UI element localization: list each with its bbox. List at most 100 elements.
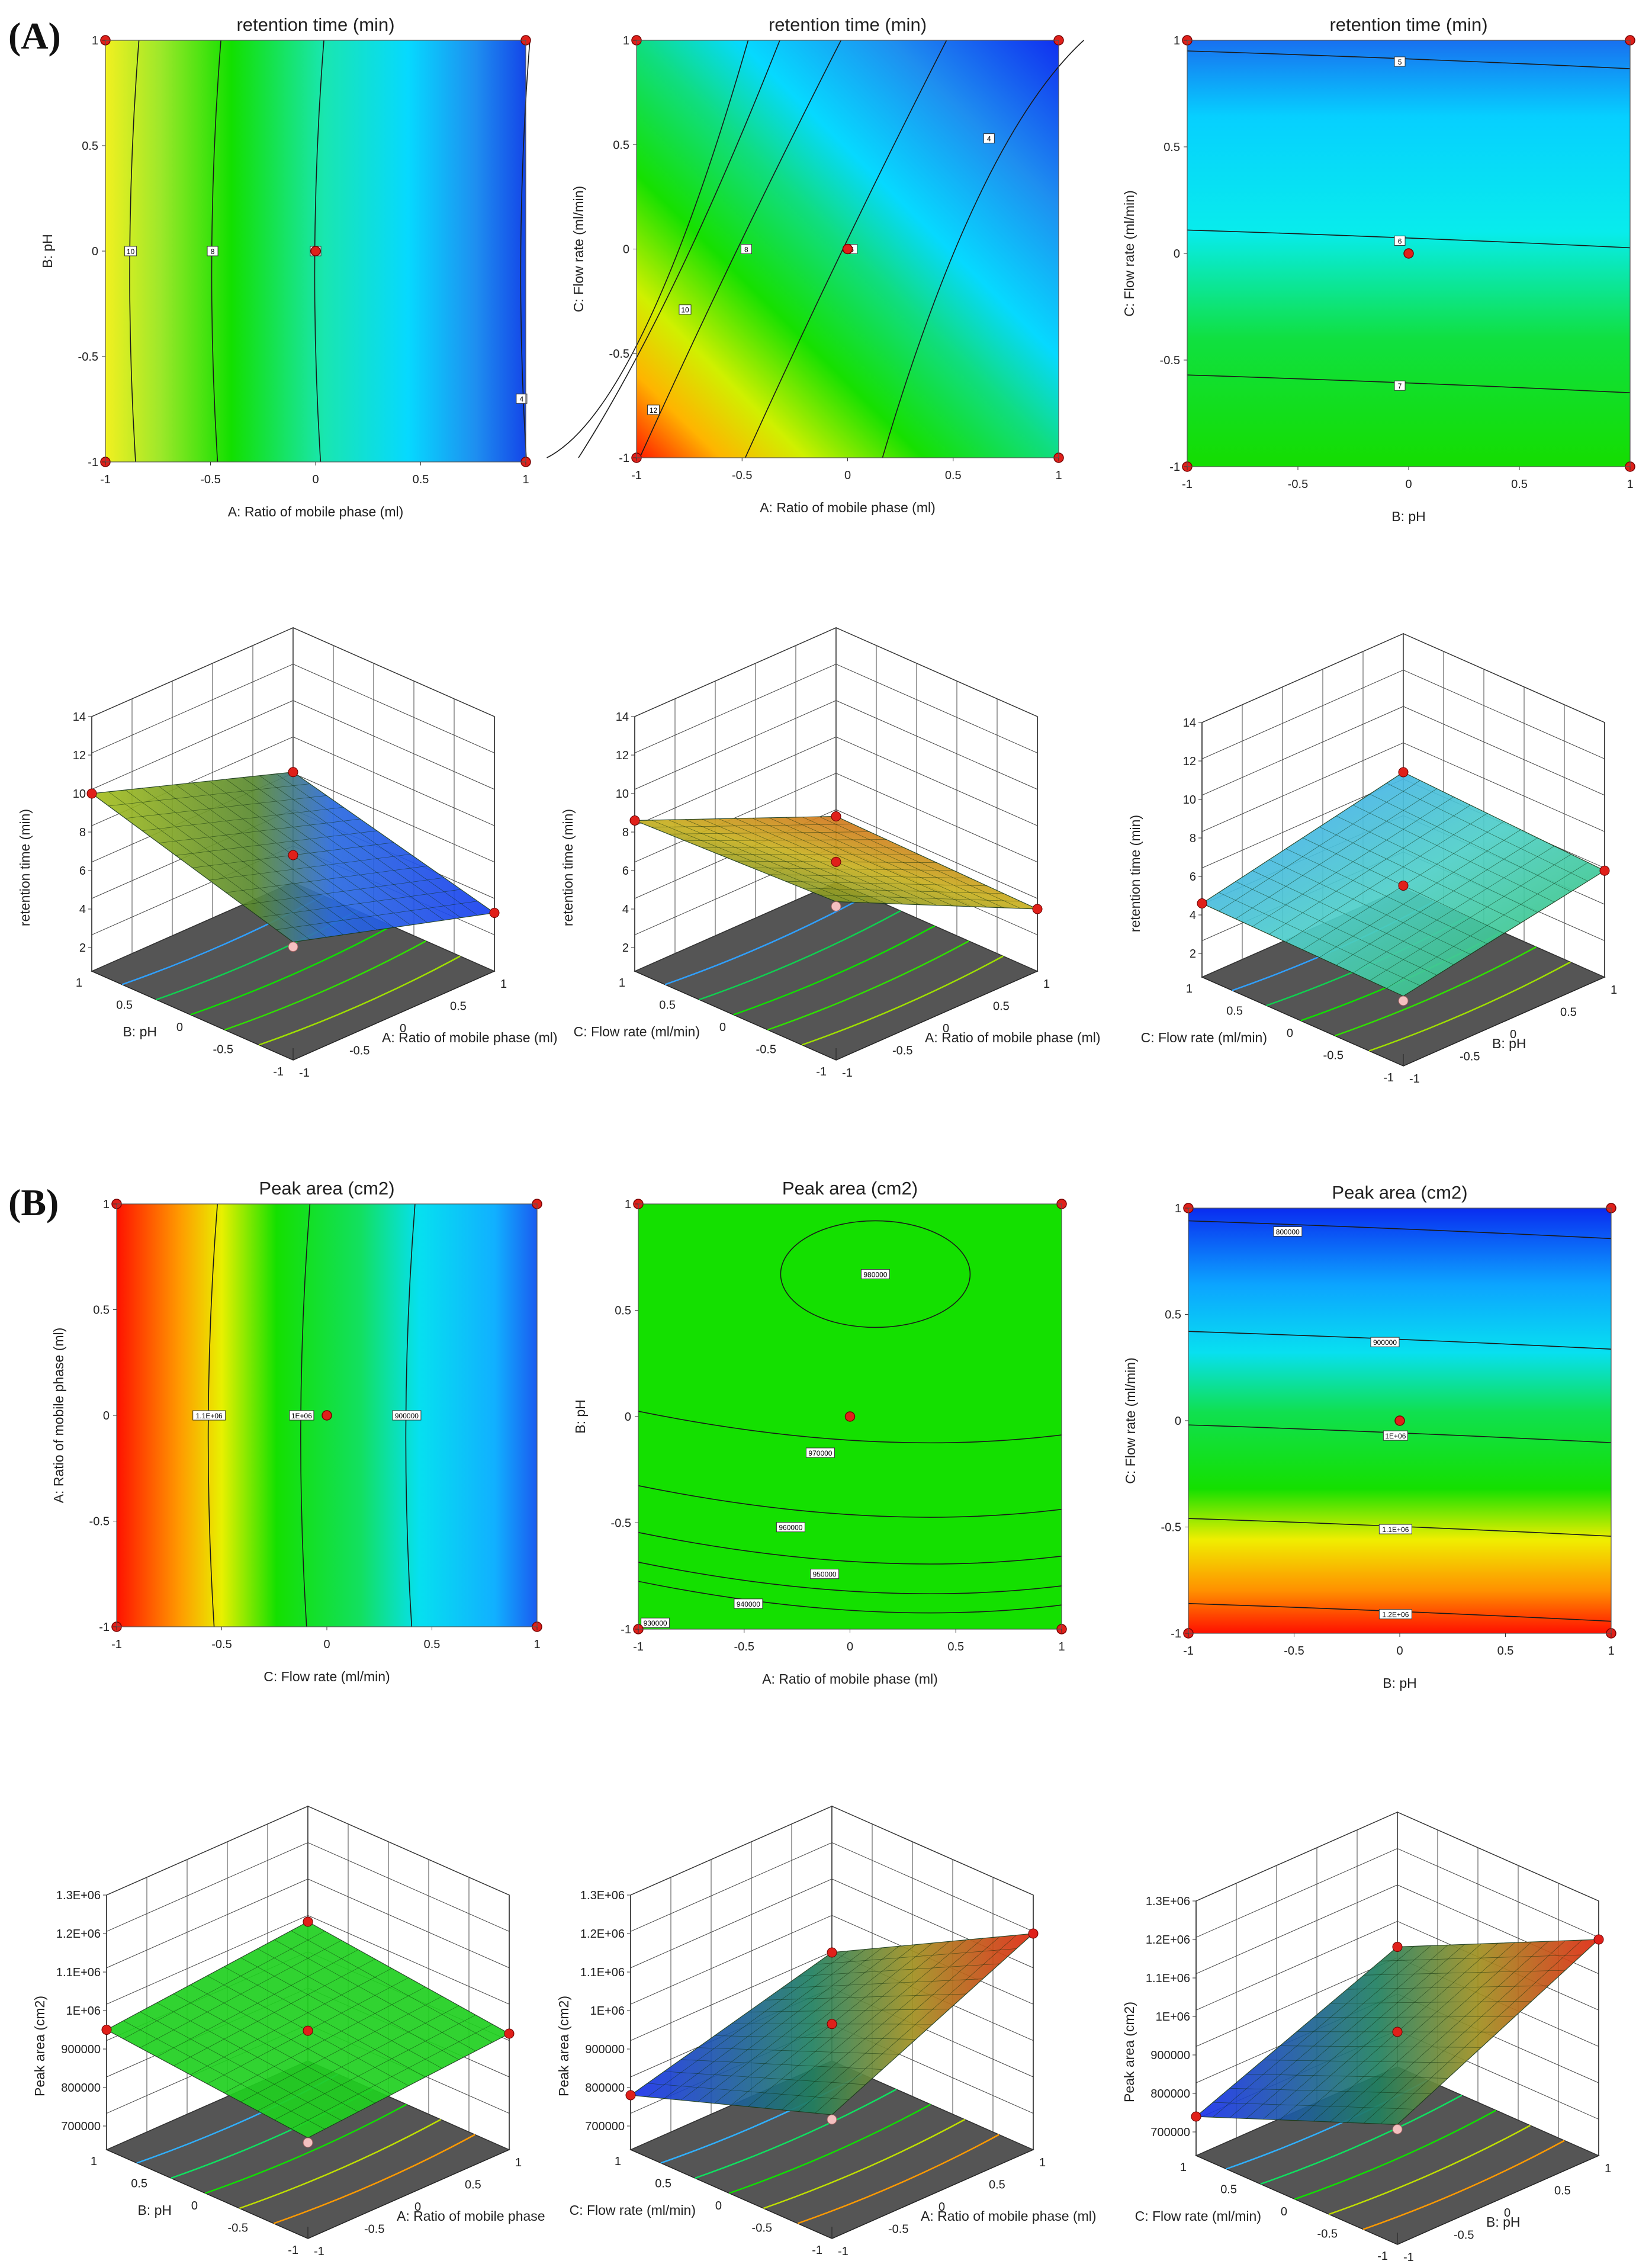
z-tick-label: 1.1E+06 — [56, 1966, 101, 1979]
z-tick-label: 700000 — [585, 2120, 625, 2133]
floor-contour-line — [729, 2104, 931, 2194]
design-point — [629, 815, 640, 826]
contour-label-box — [860, 1269, 890, 1279]
contour-label-text: 1.1E+06 — [1382, 1526, 1409, 1534]
x-tick-label: -1 — [111, 1638, 122, 1651]
design-point — [831, 856, 841, 867]
contour-line — [1187, 229, 1631, 249]
contour-plot-B2: 980000 970000 960000 950000 940000 930000 Peak… — [573, 1178, 1067, 1687]
contour-label-text: 930000 — [644, 1619, 667, 1627]
y-tick-label: 0.5 — [93, 1304, 110, 1317]
floor-tick-right: -1 — [1403, 2251, 1414, 2264]
wall-grid-line — [1201, 742, 1404, 832]
y-axis-label: A: Ratio of mobile phase (ml) — [51, 1328, 66, 1504]
x-tick-label: 0 — [844, 469, 851, 482]
floor-contour-line — [733, 925, 936, 1016]
contour-label-text: 12 — [650, 406, 658, 415]
floor-tick-right: 0.5 — [993, 1000, 1010, 1013]
contour-line — [578, 40, 780, 458]
wall-grid-line — [106, 1915, 308, 2005]
x-tick-label: 0 — [1405, 478, 1412, 491]
floor-contour-line — [1362, 2140, 1565, 2230]
wall-grid-line — [106, 1878, 308, 1968]
floor-tick-left: 0 — [191, 2199, 198, 2212]
z-tick-label: 12 — [73, 749, 86, 762]
y-tick-label: 0.5 — [1165, 1309, 1181, 1322]
contour-label-box — [1383, 1430, 1408, 1441]
design-point — [1392, 1942, 1403, 1952]
z-axis-label: Peak area (cm2) — [1121, 2002, 1137, 2102]
z-tick-label: 10 — [73, 788, 86, 801]
design-point — [827, 2019, 837, 2029]
contour-label-text: 900000 — [1373, 1338, 1397, 1347]
wall-grid-line — [1403, 742, 1605, 832]
floor-tick-right: 0 — [943, 1022, 949, 1035]
y-tick-label: -1 — [88, 456, 98, 469]
floor-contour-line — [224, 940, 426, 1031]
floor-tick-left: -1 — [1383, 1071, 1394, 1084]
x-axis-label: A: Ratio of mobile phase (ml) — [228, 504, 404, 519]
contour-line — [547, 40, 749, 458]
contour-label-box — [1394, 380, 1406, 391]
surface-mesh-line — [291, 2024, 493, 2130]
design-point — [303, 2137, 313, 2148]
contour-label: 1.1E+06 — [1378, 1524, 1412, 1534]
floor-tick-left: -0.5 — [228, 2222, 248, 2235]
z-tick-label: 1.1E+06 — [1146, 1972, 1190, 1985]
x-tick-label: 0.5 — [945, 469, 962, 482]
y-tick-label: -1 — [1169, 461, 1180, 474]
floor-tick-left: -1 — [1377, 2250, 1388, 2263]
y-axis-label: C: Flow rate (ml/min) — [571, 186, 586, 312]
design-point — [1403, 248, 1414, 259]
z-axis-label: retention time (min) — [1127, 815, 1143, 932]
design-point — [1392, 2124, 1403, 2134]
z-tick-label: 6 — [1190, 871, 1196, 884]
wall-grid-line — [630, 1878, 833, 1968]
floor-contour-line — [797, 2134, 999, 2224]
floor-tick-left: 1 — [1180, 2161, 1187, 2174]
design-point — [303, 1916, 313, 1927]
floor-axis-label-left: C: Flow rate (ml/min) — [574, 1024, 700, 1039]
floor-tick-left: -0.5 — [756, 1043, 776, 1056]
contour-label-text: 900000 — [395, 1412, 419, 1420]
design-point — [86, 788, 97, 799]
x-axis-label: A: Ratio of mobile phase (ml) — [762, 1671, 938, 1687]
contour-plot-A3: 5 6 7 retention time (min) -1 -0.5 0 0.5 1 -1 -0.5… — [1121, 14, 1635, 524]
x-tick-label: -1 — [631, 469, 642, 482]
wall-grid-line — [634, 663, 837, 753]
contour-label: 8 — [207, 246, 218, 256]
z-tick-label: 4 — [79, 903, 86, 916]
z-tick-label: 800000 — [61, 2082, 101, 2095]
contour-label-text: 5 — [1398, 58, 1402, 66]
wall-grid-line — [835, 736, 1038, 826]
contour-line — [1187, 374, 1631, 393]
z-axis-label: retention time (min) — [560, 809, 576, 926]
contour-label-text: 1.2E+06 — [1382, 1611, 1409, 1619]
z-tick-label: 1.3E+06 — [56, 1889, 101, 1902]
x-tick-label: 0.5 — [1497, 1645, 1514, 1658]
y-tick-label: 0.5 — [82, 140, 98, 153]
floor-tick-left: -0.5 — [752, 2222, 772, 2235]
wall-grid-line — [1403, 669, 1605, 759]
x-tick-label: 0.5 — [947, 1640, 964, 1653]
x-tick-label: 0 — [1396, 1645, 1403, 1658]
floor-tick-left: -1 — [812, 2244, 822, 2257]
x-tick-label: 0 — [847, 1640, 853, 1653]
floor-axis-label-right: A: Ratio of mobile phase (ml) — [925, 1030, 1101, 1045]
design-point — [1599, 865, 1610, 876]
contour-line — [638, 1531, 1062, 1565]
floor-axis-label-left: B: pH — [123, 1024, 157, 1039]
chart-title: Peak area (cm2) — [259, 1178, 394, 1199]
floor-tick-left: 1 — [1186, 982, 1193, 995]
contour-label: 1.2E+06 — [1378, 1609, 1412, 1620]
floor-tick-right: -0.5 — [888, 2223, 908, 2236]
y-tick-label: -1 — [99, 1621, 110, 1634]
z-tick-label: 12 — [1183, 755, 1196, 768]
floor-contour-line — [1294, 2109, 1497, 2200]
floor-contour-line — [273, 2134, 475, 2224]
contour-label-text: 950000 — [813, 1571, 837, 1579]
wall-grid-line — [630, 1951, 833, 2041]
y-tick-label: 0 — [625, 1411, 631, 1424]
y-tick-label: 0 — [103, 1409, 110, 1422]
